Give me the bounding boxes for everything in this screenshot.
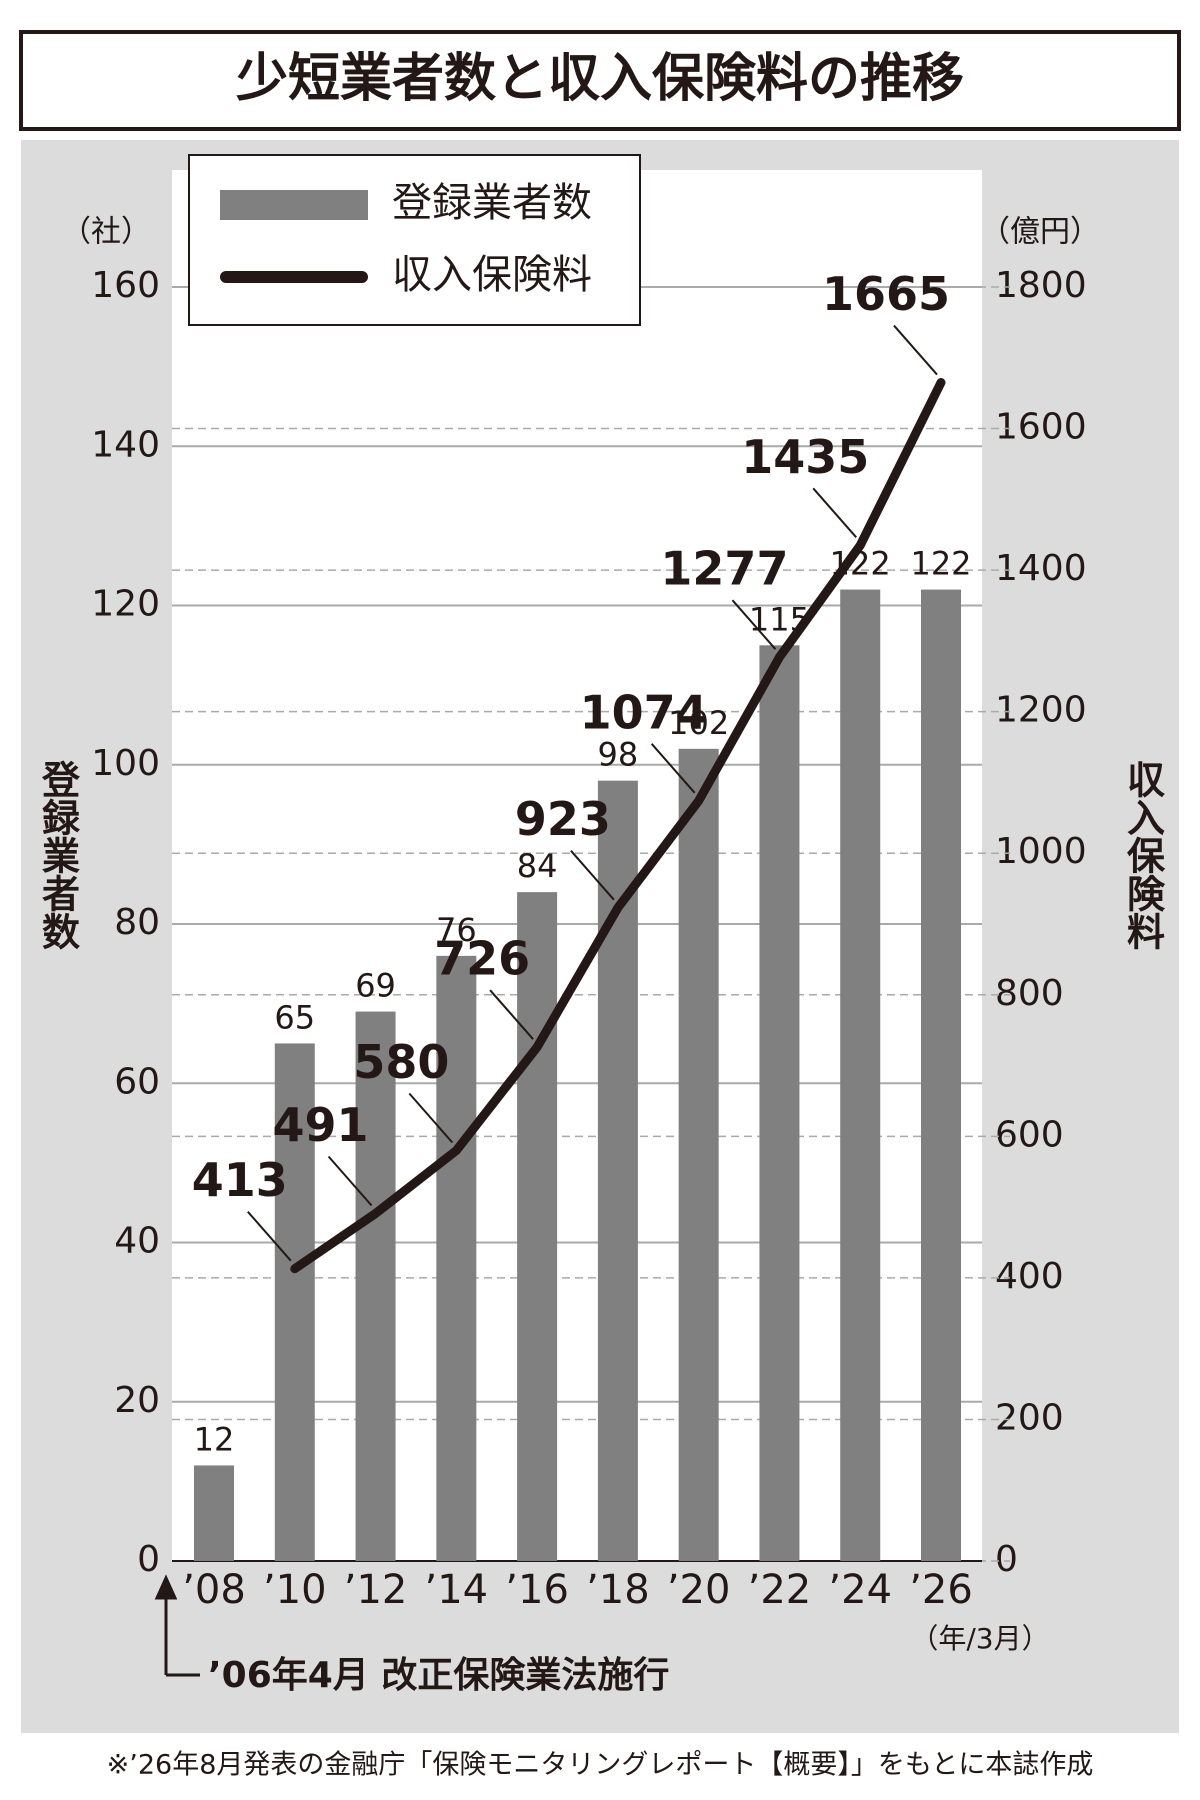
y-tick-label: 100 <box>91 743 160 784</box>
y2-tick-label: 1400 <box>995 548 1087 589</box>
y2-tick-label: 1600 <box>995 407 1087 448</box>
y2-tick-label: 400 <box>995 1256 1064 1297</box>
y2-tick-label: 800 <box>995 973 1064 1014</box>
y2-axis-label: 収入保険料 <box>1121 760 1165 950</box>
footnote: ※’26年8月発表の金融庁「保険モニタリングレポート【概要】」をもとに本誌作成 <box>107 1750 1094 1781</box>
line-value-label: 1665 <box>822 267 950 321</box>
leader-line <box>812 487 857 538</box>
y-unit: （社） <box>61 215 151 250</box>
x-tick-label: ’22 <box>748 1567 812 1613</box>
x-tick-label: ’14 <box>425 1567 489 1613</box>
x-tick-label: ’24 <box>828 1567 892 1613</box>
line-value-label: 923 <box>515 792 611 846</box>
leader-line <box>570 850 615 901</box>
legend-label: 収入保険料 <box>392 252 592 298</box>
chart-title: 少短業者数と収入保険料の推移 <box>236 49 964 109</box>
line <box>290 378 946 1274</box>
y-tick-label: 120 <box>91 584 160 625</box>
y2-tick-label: 600 <box>995 1114 1064 1155</box>
x-tick-label: ’16 <box>505 1567 569 1613</box>
leader-line <box>893 324 938 376</box>
line-value-label: 1435 <box>741 430 869 484</box>
y-tick-label: 140 <box>91 424 160 465</box>
y-tick-label: 60 <box>114 1061 160 1102</box>
bar <box>840 589 881 1561</box>
line-value-label: 726 <box>434 932 530 986</box>
x-tick-label: ’12 <box>344 1567 408 1613</box>
legend-box <box>188 154 641 326</box>
annotation: ’06年4月 改正保険業法施行 <box>208 1655 669 1696</box>
y2-tick-label: 200 <box>995 1397 1064 1438</box>
y2-tick-label: 1200 <box>995 690 1087 731</box>
line-value-label: 1277 <box>660 542 788 596</box>
bar-value-label: 76 <box>436 911 477 949</box>
bar-value-label: 84 <box>517 847 558 885</box>
x-tick-label: ’10 <box>263 1567 327 1613</box>
bar-value-label: 12 <box>194 1420 235 1458</box>
bar <box>597 780 638 1561</box>
x-tick-label: ’26 <box>909 1567 973 1613</box>
bar-value-label: 65 <box>274 998 315 1036</box>
bar <box>274 1043 315 1561</box>
line-value-label: 1074 <box>580 685 708 739</box>
legend-label: 登録業者数 <box>392 180 592 226</box>
x-tick-label: ’18 <box>586 1567 650 1613</box>
y-axis-label: 登録業者数 <box>36 760 81 950</box>
y2-unit: （億円） <box>980 215 1100 250</box>
y-tick-label: 40 <box>114 1221 160 1262</box>
bar <box>678 748 719 1561</box>
marks: ’08 ’10 ’12 ’14 ’16 ’18 ’20 ’22 ’24 ’26 12 65 69 76 84… <box>182 267 973 1613</box>
bar <box>921 589 961 1561</box>
y2-tick-label: 1000 <box>995 831 1087 872</box>
leader-line <box>247 1211 292 1262</box>
y2-tick-label: 1800 <box>995 265 1087 306</box>
leader-line <box>731 599 777 650</box>
line-value-label: 491 <box>273 1098 369 1152</box>
legend-swatch <box>220 190 368 220</box>
bar-value-label: 98 <box>598 736 639 774</box>
y2-tick-label: 0 <box>995 1539 1018 1580</box>
bar-value-label: 122 <box>910 545 971 583</box>
x-unit: （年/3月） <box>910 1622 1049 1655</box>
title-box <box>19 30 1181 131</box>
line-value-label: 580 <box>353 1035 449 1089</box>
bar <box>759 645 800 1561</box>
y-tick-label: 80 <box>114 902 160 943</box>
bar <box>517 892 558 1561</box>
bar-value-label: 69 <box>355 967 396 1005</box>
bar <box>194 1465 234 1561</box>
bar <box>355 1011 396 1561</box>
x-tick-label: ’20 <box>667 1567 731 1613</box>
annotation-arrow <box>154 1574 200 1677</box>
x-tick-label: ’08 <box>182 1567 246 1613</box>
leader-line <box>650 743 696 794</box>
leader-line <box>327 1155 373 1207</box>
bar-value-label: 102 <box>668 704 729 742</box>
leader-line <box>489 989 534 1040</box>
y-tick-label: 20 <box>114 1380 160 1421</box>
line-value-label: 413 <box>192 1153 288 1207</box>
leader-line <box>408 1092 454 1144</box>
bar <box>436 955 477 1561</box>
y-tick-label: 0 <box>137 1539 160 1580</box>
y-tick-label: 160 <box>91 265 160 306</box>
